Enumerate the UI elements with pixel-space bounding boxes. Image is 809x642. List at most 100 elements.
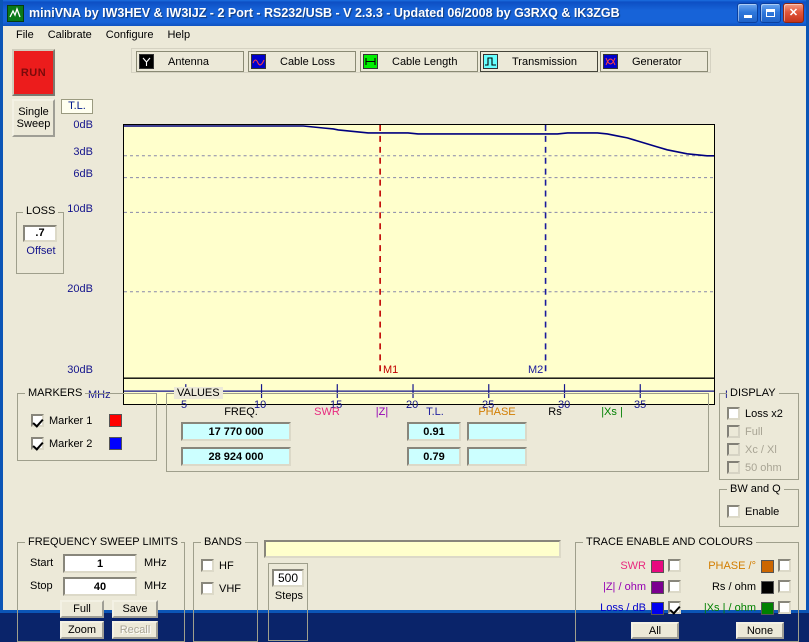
values-header-z: |Z| [375, 406, 389, 418]
single-sweep-button[interactable]: Single Sweep [12, 99, 55, 137]
trace-all-button[interactable]: All [631, 622, 679, 639]
loss-group-legend: LOSS [23, 205, 59, 217]
tab-antenna[interactable]: Antenna [136, 51, 244, 72]
band-vhf-checkbox[interactable] [201, 582, 214, 595]
stop-freq-input[interactable]: 40 [63, 577, 137, 596]
title-bar: miniVNA by IW3HEV & IW3IJZ - 2 Port - RS… [3, 0, 806, 26]
start-freq-input[interactable]: 1 [63, 554, 137, 573]
band-vhf-row[interactable]: VHF [201, 582, 241, 595]
display-50-ohm-checkbox [727, 461, 740, 474]
plot-area[interactable]: M1 M2 5 10 15 20 25 30 35 [123, 124, 715, 411]
values-row1-tl[interactable]: 0.91 [407, 422, 461, 441]
tab-antenna-label: Antenna [168, 55, 209, 68]
x-tick-15: 15 [330, 399, 343, 411]
antenna-icon [139, 54, 154, 69]
save-button[interactable]: Save [112, 600, 158, 618]
minivna-app-icon [7, 4, 24, 22]
close-button[interactable]: ✕ [783, 3, 804, 23]
trace-none-button[interactable]: None [736, 622, 784, 639]
marker-1-color-swatch[interactable] [109, 414, 123, 427]
tab-generator-label: Generator [632, 55, 682, 68]
tab-cable-length[interactable]: Cable Length [360, 51, 478, 72]
values-row2-freq[interactable]: 28 924 000 [181, 447, 291, 466]
cable-loss-icon [251, 54, 266, 69]
display-xc-xl-checkbox [727, 443, 740, 456]
display-loss-x2-checkbox[interactable] [727, 407, 740, 420]
trace-loss-color-swatch[interactable] [651, 602, 664, 615]
full-button[interactable]: Full [60, 600, 104, 618]
tl-axis-badge: T.L. [61, 99, 93, 114]
y-tick-10db: 10dB [67, 203, 93, 215]
generator-icon [603, 54, 618, 69]
tab-transmission-label: Transmission [512, 55, 577, 68]
band-hf-checkbox[interactable] [201, 559, 214, 572]
display-xc-xl-row: Xc / Xl [727, 443, 777, 456]
display-loss-x2-label: Loss x2 [745, 407, 783, 420]
trace-swr-checkbox[interactable] [668, 559, 681, 572]
y-tick-20db: 20dB [67, 283, 93, 295]
loss-trace [124, 125, 714, 157]
trace-xs-color-swatch[interactable] [761, 602, 774, 615]
marker-2-checkbox[interactable] [31, 437, 44, 450]
start-unit-label: MHz [144, 557, 167, 569]
trace-z-checkbox[interactable] [668, 580, 681, 593]
tab-generator[interactable]: Generator [600, 51, 708, 72]
trace-swr-color-swatch[interactable] [651, 560, 664, 573]
trace-phase-label: PHASE /° [708, 560, 756, 572]
tab-cable-loss[interactable]: Cable Loss [248, 51, 356, 72]
menu-file[interactable]: File [16, 29, 34, 41]
x-tick-10: 10 [254, 399, 267, 411]
y-tick-30db: 30dB [67, 364, 93, 376]
values-row1-phase[interactable] [467, 422, 527, 441]
loss-offset-label: Offset [26, 245, 56, 257]
values-header-phase: PHASE [478, 406, 516, 418]
trace-phase-checkbox[interactable] [778, 559, 791, 572]
tab-cable-length-label: Cable Length [392, 55, 458, 68]
trace-rs-checkbox[interactable] [778, 580, 791, 593]
menu-configure[interactable]: Configure [105, 29, 154, 41]
run-button[interactable]: RUN [12, 49, 55, 96]
trace-phase-color-swatch[interactable] [761, 560, 774, 573]
markers-group-legend: MARKERS [25, 387, 86, 399]
tab-transmission[interactable]: Transmission [480, 51, 598, 72]
bw-enable-checkbox[interactable] [727, 505, 740, 518]
trace-z-color-swatch[interactable] [651, 581, 664, 594]
marker-1-row[interactable]: Marker 1 [31, 414, 123, 427]
status-text-field[interactable] [264, 540, 561, 558]
single-sweep-label-2: Sweep [16, 118, 51, 130]
stop-unit-label: MHz [144, 580, 167, 592]
display-50-ohm-row: 50 ohm [727, 461, 782, 474]
marker-2-row[interactable]: Marker 2 [31, 437, 123, 450]
marker-2-color-swatch[interactable] [109, 437, 123, 450]
loss-offset-input[interactable]: .7 [23, 225, 57, 242]
band-hf-row[interactable]: HF [201, 559, 234, 572]
display-50-ohm-label: 50 ohm [745, 461, 782, 474]
values-row2-tl[interactable]: 0.79 [407, 447, 461, 466]
menu-calibrate[interactable]: Calibrate [47, 29, 92, 41]
values-header-freq: FREQ. [224, 406, 258, 418]
trace-xs-checkbox[interactable] [778, 601, 791, 614]
steps-input[interactable]: 500 [272, 569, 304, 587]
y-tick-0db: 0dB [73, 119, 93, 131]
menu-bar: File Calibrate Configure Help [3, 26, 806, 45]
marker-1-checkbox[interactable] [31, 414, 44, 427]
minimize-button[interactable] [737, 3, 758, 23]
bw-enable-label: Enable [745, 505, 780, 518]
display-full-label: Full [745, 425, 763, 438]
values-row1-freq[interactable]: 17 770 000 [181, 422, 291, 441]
trace-loss-checkbox[interactable] [668, 601, 681, 614]
zoom-button[interactable]: Zoom [60, 621, 104, 639]
display-full-checkbox [727, 425, 740, 438]
menu-help[interactable]: Help [167, 29, 191, 41]
steps-label: Steps [274, 590, 304, 602]
bands-group-legend: BANDS [201, 536, 245, 548]
y-axis-mhz-label: MHz [88, 389, 111, 401]
maximize-button[interactable] [760, 3, 781, 23]
trace-group-legend: TRACE ENABLE AND COLOURS [583, 536, 756, 548]
main-area: RUN Single Sweep T.L. 0dB 3dB 6dB 10dB 2… [3, 45, 806, 642]
bw-enable-row[interactable]: Enable [727, 505, 779, 518]
trace-rs-color-swatch[interactable] [761, 581, 774, 594]
values-row2-phase[interactable] [467, 447, 527, 466]
display-loss-x2-row[interactable]: Loss x2 [727, 407, 783, 420]
frequency-sweep-limits-group: FREQUENCY SWEEP LIMITS Start 1 MHz Stop … [17, 536, 185, 642]
